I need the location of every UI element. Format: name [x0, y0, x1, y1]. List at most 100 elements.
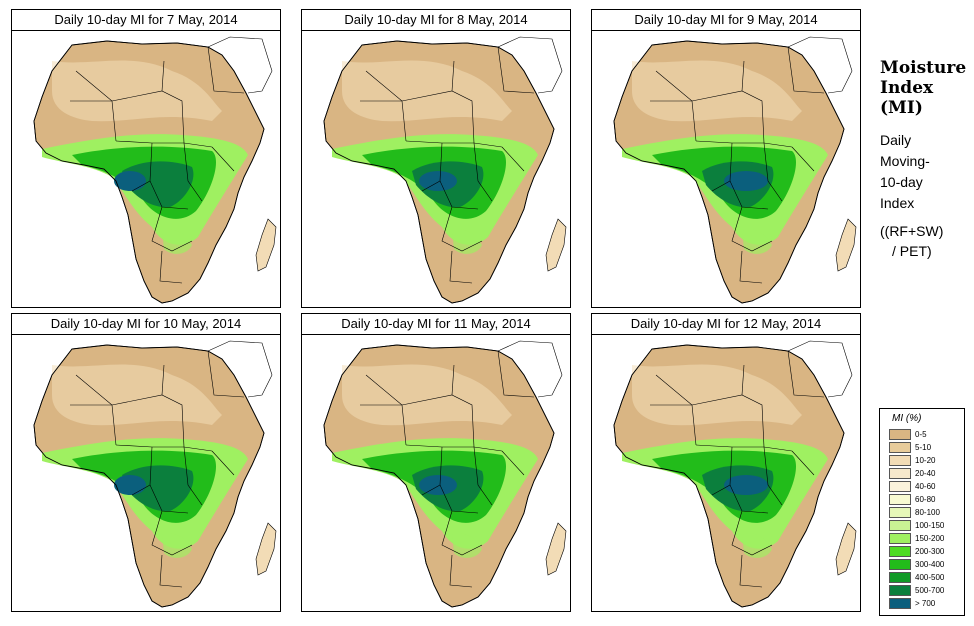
legend-item: 400-500 — [889, 572, 959, 583]
legend-swatch — [889, 442, 911, 453]
legend-swatch — [889, 429, 911, 440]
sidebar-title-line: (MI) — [880, 98, 923, 118]
country-border — [451, 60, 455, 92]
country-border — [207, 46, 245, 94]
legend-item: 0-5 — [889, 429, 959, 440]
sidebar-description: Daily Moving- 10-day Index — [880, 130, 972, 214]
country-border — [211, 146, 235, 172]
coastline — [323, 40, 555, 304]
country-border — [401, 394, 475, 448]
madagascar — [255, 218, 277, 272]
madagascar — [545, 522, 567, 576]
africa-mi-map — [302, 335, 570, 611]
legend-swatch — [889, 572, 911, 583]
country-border — [711, 484, 731, 496]
arabia-outline — [207, 36, 273, 94]
country-border — [691, 90, 765, 144]
country-border — [111, 394, 185, 448]
legend-item: 40-60 — [889, 481, 959, 492]
wet-zone-max — [114, 171, 146, 191]
country-border — [131, 180, 151, 192]
country-border — [115, 444, 213, 452]
country-border — [787, 46, 825, 94]
legend-label: 200-300 — [915, 547, 945, 556]
legend-item: 60-80 — [889, 494, 959, 505]
panel-title: Daily 10-day MI for 11 May, 2014 — [301, 313, 571, 335]
legend-item: 200-300 — [889, 546, 959, 557]
legend-swatch — [889, 585, 911, 596]
color-legend: MI (%) 0-5 5-10 10-20 20-40 40-60 60-80 … — [879, 408, 965, 616]
panel-title: Daily 10-day MI for 7 May, 2014 — [11, 9, 281, 31]
legend-swatch — [889, 533, 911, 544]
country-border — [791, 450, 815, 476]
country-border — [473, 142, 493, 202]
country-border — [449, 250, 473, 284]
country-border — [729, 142, 769, 210]
country-border — [741, 364, 745, 396]
wet-patch-south — [452, 533, 482, 558]
country-border — [149, 142, 189, 210]
country-border — [473, 446, 493, 506]
legend-item: 5-10 — [889, 442, 959, 453]
coastline — [613, 344, 845, 608]
coastline — [613, 40, 845, 304]
country-border — [739, 250, 763, 284]
country-border — [731, 510, 773, 556]
wet-zone-max — [724, 475, 768, 495]
country-border — [441, 510, 483, 556]
wet-zone-max — [114, 475, 146, 495]
country-border — [183, 446, 203, 506]
legend-label: 500-700 — [915, 586, 945, 595]
map-frame — [11, 334, 281, 612]
africa-mi-map — [592, 335, 860, 611]
legend-label: 100-150 — [915, 521, 945, 530]
legend-label: > 700 — [915, 599, 936, 608]
wet-zone-dark — [122, 161, 194, 208]
formula-line: / PET) — [892, 243, 932, 259]
wet-zone-max — [724, 171, 768, 191]
country-border — [729, 446, 769, 514]
country-border — [211, 450, 235, 476]
country-border — [439, 142, 479, 210]
madagascar — [835, 522, 857, 576]
country-border — [183, 142, 203, 202]
arabia-outline — [497, 340, 563, 398]
map-frame — [301, 334, 571, 612]
legend-label: 0-5 — [915, 430, 927, 439]
madagascar — [255, 522, 277, 576]
wet-zone-max — [419, 475, 457, 495]
country-border — [449, 554, 473, 588]
country-border — [111, 90, 185, 144]
country-border — [131, 484, 151, 496]
country-border — [711, 180, 731, 192]
country-border — [421, 180, 441, 192]
legend-swatch — [889, 455, 911, 466]
arabia-outline — [787, 340, 853, 398]
wet-zone-dark — [122, 465, 194, 512]
country-border — [691, 394, 765, 448]
wet-patch-south — [162, 229, 192, 254]
legend-swatch — [889, 494, 911, 505]
legend-item: 300-400 — [889, 559, 959, 570]
legend-label: 150-200 — [915, 534, 945, 543]
coastline — [33, 344, 265, 608]
panel-title: Daily 10-day MI for 8 May, 2014 — [301, 9, 571, 31]
legend-swatch — [889, 559, 911, 570]
arabia-outline — [207, 340, 273, 398]
country-border — [207, 350, 245, 398]
sidebar-desc-line: Index — [880, 195, 915, 211]
legend-label: 10-20 — [915, 456, 936, 465]
legend-item: 150-200 — [889, 533, 959, 544]
semi-dry-zone — [342, 60, 512, 122]
legend-label: 20-40 — [915, 469, 936, 478]
sidebar-title-line: Moisture — [880, 58, 967, 78]
africa-mi-map — [12, 31, 280, 307]
country-border — [115, 140, 213, 148]
country-border — [405, 140, 503, 148]
country-border — [695, 444, 793, 452]
africa-mi-map — [592, 31, 860, 307]
country-border — [421, 484, 441, 496]
map-frame — [11, 30, 281, 308]
country-border — [501, 146, 525, 172]
country-border — [159, 554, 183, 588]
